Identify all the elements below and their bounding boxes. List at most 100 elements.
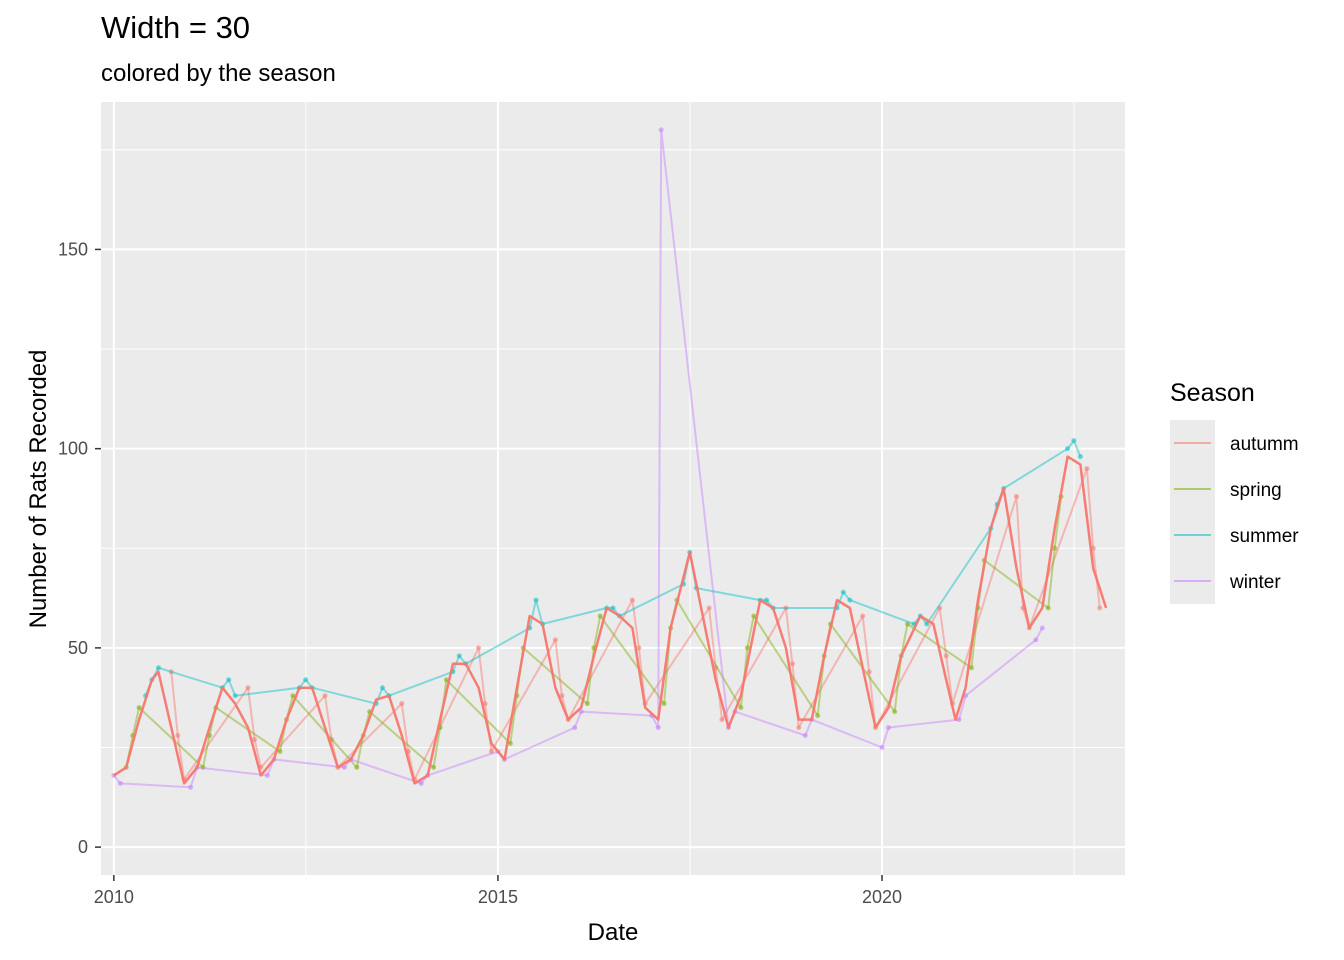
data-point-autumm-26: [796, 725, 802, 731]
data-point-autumm-27: [860, 613, 866, 619]
major-gridlines: [101, 102, 1125, 875]
rolling-mean-line: [113, 455, 1108, 785]
data-point-winter-16: [658, 127, 664, 133]
y-tick-label: 50: [68, 638, 88, 658]
data-point-spring-24: [738, 705, 744, 711]
legend-entries: autumm spring summer winter: [1170, 420, 1299, 604]
data-point-summer-5: [232, 693, 238, 699]
data-point-winter-26: [1039, 625, 1045, 631]
data-point-spring-18: [584, 701, 590, 707]
y-tick-label: 100: [58, 439, 88, 459]
data-point-autumm-18: [629, 597, 635, 603]
data-point-spring-14: [443, 677, 449, 683]
data-point-summer-36: [1065, 446, 1071, 452]
x-tick-label: 2010: [94, 887, 134, 907]
legend-label-spring: spring: [1230, 480, 1282, 501]
data-point-autumm-1: [175, 733, 181, 739]
data-point-winter-6: [341, 764, 347, 770]
data-point-spring-15: [507, 741, 513, 747]
data-point-spring-6: [277, 748, 283, 754]
data-point-summer-13: [456, 653, 462, 659]
data-point-summer-32: [924, 621, 930, 627]
data-point-spring-26: [751, 613, 757, 619]
data-point-autumm-38: [1097, 605, 1103, 611]
data-point-autumm-19: [636, 645, 642, 651]
data-point-spring-8: [290, 693, 296, 699]
data-point-spring-9: [354, 764, 360, 770]
data-point-summer-4: [226, 677, 232, 683]
minor-gridlines: [101, 102, 1125, 875]
data-point-autumm-0: [168, 669, 174, 675]
data-point-winter-19: [802, 733, 808, 739]
data-point-autumm-24: [783, 605, 789, 611]
data-point-winter-2: [188, 784, 194, 790]
data-point-autumm-30: [937, 605, 943, 611]
legend-title: Season: [1170, 379, 1255, 407]
data-point-summer-7: [303, 677, 309, 683]
data-point-autumm-13: [482, 701, 488, 707]
data-point-summer-2: [155, 665, 161, 671]
data-point-spring-36: [1045, 605, 1051, 611]
data-point-summer-29: [847, 597, 853, 603]
data-point-autumm-16: [559, 693, 565, 699]
data-point-autumm-12: [476, 645, 482, 651]
chart-title: Width = 30: [101, 10, 251, 45]
data-point-winter-4: [264, 772, 270, 778]
data-point-winter-12: [572, 725, 578, 731]
data-point-autumm-4: [252, 737, 258, 743]
data-point-summer-19: [610, 605, 616, 611]
data-point-autumm-6: [322, 693, 328, 699]
data-point-summer-16: [533, 597, 539, 603]
data-point-spring-21: [661, 701, 667, 707]
data-point-winter-8: [418, 780, 424, 786]
x-axis-title: Date: [588, 919, 639, 946]
data-point-winter-23: [956, 717, 962, 723]
data-point-spring-30: [892, 709, 898, 715]
data-point-winter-25: [1033, 637, 1039, 643]
data-point-winter-22: [886, 725, 892, 731]
legend-label-summer: summer: [1230, 526, 1299, 547]
data-point-summer-37: [1071, 438, 1077, 444]
data-point-autumm-3: [245, 685, 251, 691]
y-tick-label: 0: [78, 837, 88, 857]
legend-label-winter: winter: [1229, 572, 1281, 593]
y-axis-title: Number of Rats Recorded: [25, 350, 52, 629]
data-point-spring-27: [815, 713, 821, 719]
data-point-autumm-21: [706, 605, 712, 611]
data-point-autumm-14: [488, 748, 494, 754]
plot-panel: [101, 102, 1125, 875]
data-point-summer-38: [1077, 454, 1083, 460]
legend: Season autumm spring summer winter: [1170, 379, 1299, 604]
data-point-autumm-36: [1084, 466, 1090, 472]
data-point-autumm-15: [552, 637, 558, 643]
chart-subtitle: colored by the season: [101, 60, 336, 87]
rolling-mean-layer: [113, 455, 1108, 785]
x-tick-label: 2020: [862, 887, 902, 907]
data-point-spring-20: [597, 613, 603, 619]
data-point-autumm-31: [943, 653, 949, 659]
legend-label-autumm: autumm: [1230, 434, 1299, 455]
data-point-spring-12: [431, 764, 437, 770]
data-point-summer-10: [379, 685, 385, 691]
y-tick-label: 150: [58, 239, 88, 259]
data-point-spring-3: [200, 764, 206, 770]
y-axis-ticks: 0 50 100 150: [58, 239, 101, 857]
x-axis-ticks: 2010 2015 2020: [94, 875, 902, 907]
data-point-winter-21: [879, 744, 885, 750]
data-point-spring-25: [744, 645, 750, 651]
data-point-autumm-25: [789, 661, 795, 667]
x-tick-label: 2015: [478, 887, 518, 907]
data-point-winter-1: [117, 780, 123, 786]
data-point-spring-33: [968, 665, 974, 671]
data-point-winter-15: [655, 725, 661, 731]
data-point-autumm-23: [719, 717, 725, 723]
data-point-autumm-28: [866, 669, 872, 675]
data-point-autumm-33: [1013, 493, 1019, 499]
data-point-summer-28: [840, 589, 846, 595]
data-point-spring-32: [904, 621, 910, 627]
data-point-spring-2: [136, 705, 142, 711]
data-point-spring-37: [1052, 545, 1058, 551]
data-point-summer-25: [764, 597, 770, 603]
data-point-autumm-9: [399, 701, 405, 707]
